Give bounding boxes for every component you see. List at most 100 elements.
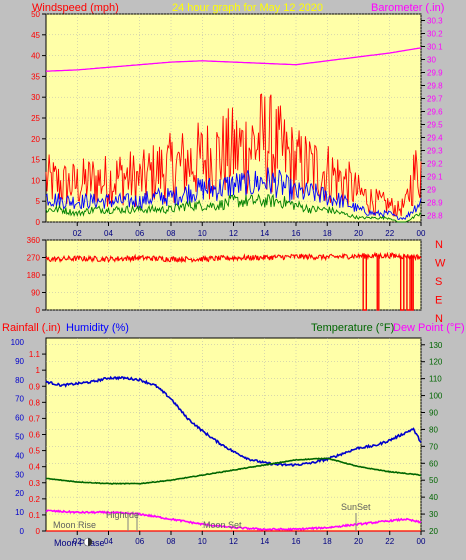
rainfall-tick-label: 0.6 xyxy=(29,431,41,440)
windspeed-tick-label: 40 xyxy=(31,52,40,61)
wind-avg-line xyxy=(45,167,422,221)
wind-time-tick-label: 00 xyxy=(417,229,426,238)
rainfall-tick-label: 0.7 xyxy=(29,414,41,423)
humidity-tick-label: 100 xyxy=(11,338,25,347)
rainfall-tick-label: 0.3 xyxy=(29,479,41,488)
rainfall-tick-label: 0.4 xyxy=(29,463,41,472)
temp-time-tick-label: 22 xyxy=(385,537,394,546)
barometer-tick-label: 30.2 xyxy=(427,30,443,39)
wind-time-tick-label: 02 xyxy=(73,229,82,238)
compass-label: S xyxy=(435,276,442,288)
temperature-tick-label: 40 xyxy=(429,493,438,502)
windspeed-tick-label: 15 xyxy=(31,156,40,165)
rainfall-label: Rainfall (.in) xyxy=(2,322,61,334)
humidity-label: Humidity (%) xyxy=(66,322,129,334)
wind-gust-line xyxy=(45,93,422,217)
direction-calm-drop xyxy=(362,255,368,311)
direction-gridlines xyxy=(46,239,422,311)
moon-rise-label: Moon Rise xyxy=(53,520,96,530)
barometer-tick-label: 29 xyxy=(427,186,436,195)
humidity-line xyxy=(45,375,422,467)
temp-time-tick-label: 14 xyxy=(260,537,269,546)
direction-tick-label: 360 xyxy=(27,236,41,245)
barometer-tick-label: 30.1 xyxy=(427,43,443,52)
direction-axis: 0 90 180 270 360 xyxy=(27,236,46,315)
barometer-label: Barometer (.in) xyxy=(371,2,444,14)
rainfall-tick-label: 0 xyxy=(36,527,41,536)
barometer-axis: 28.8 28.9 29 29.1 29.2 29.3 29.4 29.5 29.6 29.7 29… xyxy=(421,17,443,221)
barometer-line xyxy=(45,47,422,72)
barometer-tick-label: 29.8 xyxy=(427,82,443,91)
temp-time-tick-label: 04 xyxy=(104,537,113,546)
windspeed-tick-label: 5 xyxy=(36,197,41,206)
moon-phase-shadow-icon xyxy=(88,538,92,546)
direction-tick-label: 0 xyxy=(36,306,41,315)
humidity-tick-label: 70 xyxy=(15,395,24,404)
temperature-tick-label: 80 xyxy=(429,425,438,434)
windspeed-axis: 0 5 10 15 20 25 30 35 40 45 50 xyxy=(31,10,46,227)
rainfall-tick-label: 0.8 xyxy=(29,398,41,407)
wind-time-tick-label: 14 xyxy=(260,229,269,238)
compass-label: W xyxy=(435,258,446,270)
graph-date-label: 24 hour graph for May 12 2020 xyxy=(172,2,323,14)
humidity-tick-label: 40 xyxy=(15,451,24,460)
temperature-tick-label: 120 xyxy=(429,358,443,367)
temp-time-tick-label: 18 xyxy=(323,537,332,546)
temperature-tick-label: 110 xyxy=(429,375,442,384)
wind-time-tick-label: 10 xyxy=(198,229,207,238)
barometer-tick-label: 29.4 xyxy=(427,134,443,143)
rainfall-tick-label: 0.9 xyxy=(29,382,41,391)
wind-time-tick-label: 06 xyxy=(135,229,144,238)
compass-label: N xyxy=(435,239,443,251)
direction-line xyxy=(45,251,422,264)
humidity-tick-label: 0 xyxy=(20,527,25,536)
humidity-tick-label: 10 xyxy=(15,508,24,517)
direction-tick-label: 180 xyxy=(27,271,41,280)
barometer-tick-label: 29.5 xyxy=(427,121,443,130)
barometer-tick-label: 28.8 xyxy=(427,212,443,221)
temperature-tick-label: 70 xyxy=(429,442,438,451)
wind-time-tick-label: 22 xyxy=(385,229,394,238)
wind-series xyxy=(45,47,422,223)
temperature-axis: 20 30 40 50 60 70 80 90 100 110 120 130 xyxy=(421,341,443,536)
humidity-tick-label: 80 xyxy=(15,376,24,385)
temp-time-axis: 02 04 06 08 10 12 14 16 18 20 22 00 xyxy=(73,531,426,546)
barometer-tick-label: 30 xyxy=(427,56,436,65)
wind-time-tick-label: 18 xyxy=(323,229,332,238)
compass-label: E xyxy=(435,295,442,307)
barometer-tick-label: 29.2 xyxy=(427,160,443,169)
windspeed-tick-label: 45 xyxy=(31,31,40,40)
direction-tick-label: 90 xyxy=(31,289,40,298)
temp-time-tick-label: 06 xyxy=(135,537,144,546)
windspeed-tick-label: 30 xyxy=(31,93,40,102)
temperature-line xyxy=(45,457,422,485)
barometer-tick-label: 29.6 xyxy=(427,108,443,117)
direction-tick-label: 270 xyxy=(27,254,41,263)
humidity-tick-label: 90 xyxy=(15,357,24,366)
wind-time-tick-label: 20 xyxy=(354,229,363,238)
wind-time-tick-label: 12 xyxy=(229,229,238,238)
temp-time-tick-label: 20 xyxy=(354,537,363,546)
temperature-tick-label: 60 xyxy=(429,459,438,468)
temp-time-tick-label: 12 xyxy=(229,537,238,546)
barometer-tick-label: 29.1 xyxy=(427,173,443,182)
temp-time-tick-label: 10 xyxy=(198,537,207,546)
direction-calm-drop xyxy=(410,255,414,311)
barometer-tick-label: 29.3 xyxy=(427,147,443,156)
moon-set-label: Moon Set xyxy=(203,520,242,530)
direction-series xyxy=(45,251,422,311)
barometer-tick-label: 30.3 xyxy=(427,17,443,26)
barometer-tick-label: 28.9 xyxy=(427,199,443,208)
windspeed-tick-label: 10 xyxy=(31,176,40,185)
humidity-tick-label: 60 xyxy=(15,414,24,423)
wind-time-tick-label: 16 xyxy=(292,229,301,238)
sunset-label: SunSet xyxy=(341,502,371,512)
temperature-tick-label: 90 xyxy=(429,408,438,417)
temperature-tick-label: 130 xyxy=(429,341,443,350)
compass-label: N xyxy=(435,313,443,325)
temp-time-tick-label: 16 xyxy=(292,537,301,546)
barometer-tick-label: 29.9 xyxy=(427,69,443,78)
rainfall-tick-label: 1 xyxy=(36,366,41,375)
